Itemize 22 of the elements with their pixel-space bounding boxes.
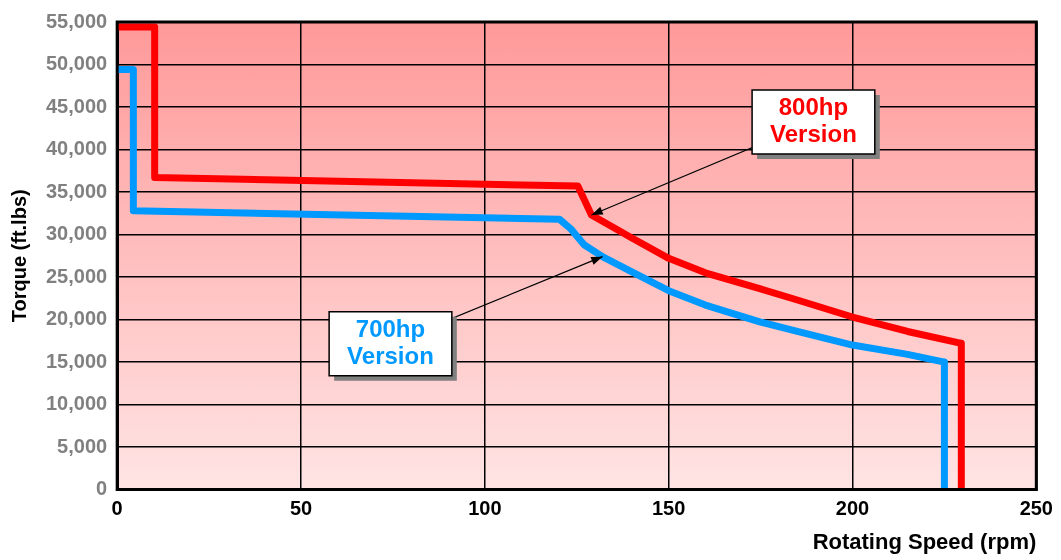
x-tick-label: 50 [289,497,313,520]
annotation: 800hp Version [770,93,857,148]
x-tick-label: 150 [651,497,686,520]
y-tick-label: 45,000 [46,94,108,117]
annotation: 700hp Version [347,314,434,369]
y-tick-label: 0 [96,477,108,500]
x-tick-label: 100 [468,497,502,520]
y-tick-label: 20,000 [46,307,108,330]
x-tick-label: 200 [835,497,870,520]
x-tick-label: 0 [111,497,123,520]
y-axis-title: Torque (ft.lbs) [7,189,30,323]
y-tick-label: 25,000 [46,264,108,287]
y-tick-label: 10,000 [46,392,108,415]
x-tick-label: 250 [1019,497,1053,520]
y-tick-label: 30,000 [46,222,108,245]
y-tick-label: 35,000 [46,179,108,202]
y-tick-label: 40,000 [46,137,108,160]
y-tick-label: 50,000 [46,52,108,75]
x-axis-title: Rotating Speed (rpm) [812,528,1037,554]
y-tick-label: 15,000 [46,349,108,372]
y-tick-label: 5,000 [57,434,108,457]
y-tick-label: 55,000 [46,9,108,32]
